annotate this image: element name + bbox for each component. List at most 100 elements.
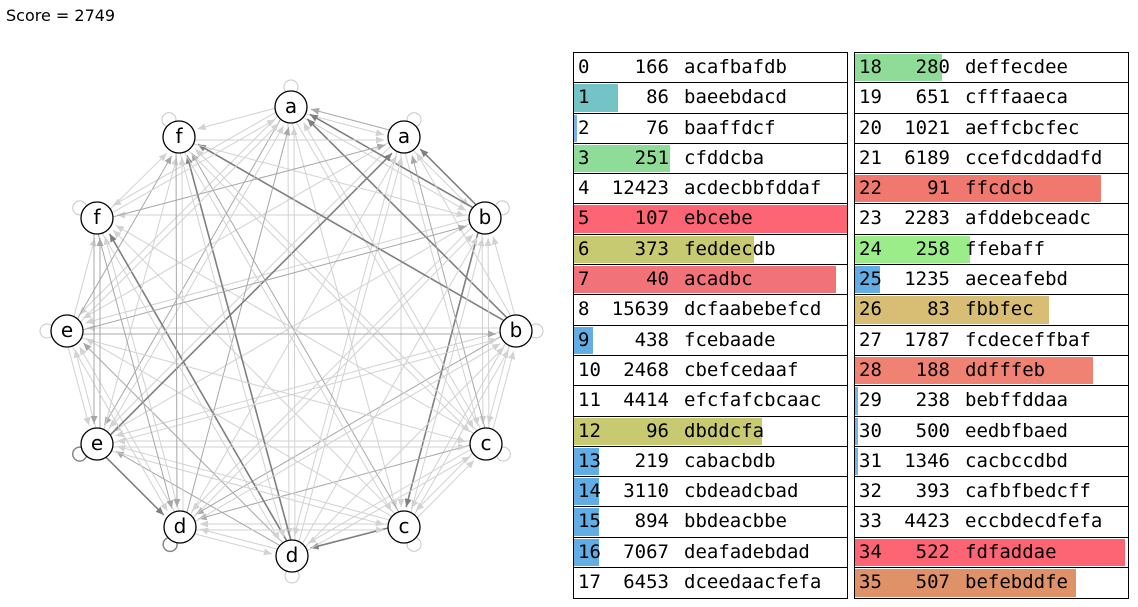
- node-label: a: [285, 94, 297, 118]
- row-string: efcfafcbcaac: [684, 389, 822, 412]
- row-string: deafadebdad: [684, 540, 810, 563]
- edge-arrowhead: [85, 317, 95, 325]
- edge-arrowhead: [164, 155, 172, 165]
- table-row: 15 894 bbdeacbbe: [574, 507, 847, 538]
- row-value: 6453: [623, 571, 669, 594]
- row-string: cfddcba: [684, 146, 765, 169]
- row-value: 107: [634, 207, 669, 230]
- fill-bar: [855, 266, 880, 294]
- graph-edge: [195, 343, 501, 522]
- row-string: dcfaabebefcd: [684, 298, 822, 321]
- row-index: 2: [578, 116, 590, 139]
- node-circle: [163, 510, 197, 544]
- row-value: 251: [634, 146, 669, 169]
- edge-arrowhead: [376, 143, 386, 151]
- graph-edge: [306, 118, 508, 319]
- row-index: 27: [859, 328, 882, 351]
- table-row: 5 107 ebcebe: [574, 204, 847, 235]
- row-index: 10: [578, 358, 601, 381]
- node-label: b: [479, 205, 492, 229]
- row-index: 12: [578, 419, 601, 442]
- score-label: Score = 2749: [6, 6, 116, 25]
- node-label: e: [91, 431, 103, 455]
- table-row: 2 76 baaffdcf: [574, 114, 847, 144]
- graph-diagram: a a b b c c d d e e f f: [39, 79, 544, 584]
- row-string: ddfffeb: [965, 358, 1046, 381]
- graph-node: d: [275, 539, 309, 573]
- row-value: 894: [634, 510, 669, 533]
- row-value: 40: [646, 268, 669, 291]
- node-circle: [468, 201, 502, 235]
- graph-edge: [85, 218, 469, 324]
- table-row: 0 166 acafbafdb: [574, 53, 847, 84]
- graph-edge: [416, 152, 512, 316]
- edge-arrowhead: [266, 119, 276, 127]
- graph-edge: [193, 233, 474, 519]
- row-value: 651: [915, 86, 950, 109]
- table-row: 6 373 feddecdb: [574, 235, 847, 266]
- fill-bar: [855, 356, 1093, 385]
- row-index: 8: [578, 298, 590, 321]
- table-row: 14 3110 cbdeadcbad: [574, 477, 847, 508]
- row-string: afddebceadc: [965, 207, 1091, 230]
- graph-node: c: [469, 427, 503, 461]
- node-label: d: [174, 514, 187, 538]
- node-circle: [469, 427, 503, 461]
- row-string: acdecbbfddaf: [684, 177, 822, 200]
- edge-arrowhead: [311, 107, 320, 115]
- graph-edge: [293, 151, 398, 537]
- graph-edge: [194, 148, 478, 431]
- graph-edge: [190, 155, 398, 515]
- edge-arrowhead: [303, 122, 311, 132]
- graph-edge: [80, 122, 280, 323]
- edge-arrowhead: [276, 125, 284, 135]
- graph-self-loops: [39, 79, 544, 584]
- table-row: 35 507 befebddfe: [855, 568, 1128, 598]
- row-value: 7067: [623, 540, 669, 563]
- graph-edge: [103, 119, 281, 426]
- row-index: 5: [578, 207, 590, 230]
- row-index: 13: [578, 449, 601, 472]
- row-index: 9: [578, 328, 590, 351]
- row-string: dceedaacfefa: [684, 571, 822, 594]
- table-row: 34 522 fdfaddae: [855, 538, 1128, 569]
- row-index: 15: [578, 510, 601, 533]
- graph-edge: [414, 349, 510, 515]
- table-row: 12 96 dbddcfa: [574, 417, 847, 447]
- graph-edge: [417, 459, 475, 519]
- row-string: cafbfbedcff: [965, 480, 1091, 503]
- edge-arrowhead: [173, 498, 181, 508]
- table-row: 28 188 ddfffeb: [855, 356, 1128, 387]
- row-string: cacbccdbd: [965, 449, 1068, 472]
- graph-edge: [79, 346, 176, 512]
- edge-arrowhead: [383, 153, 392, 162]
- row-index: 24: [859, 237, 882, 260]
- row-value: 1021: [904, 116, 950, 139]
- table-row: 13 219 cabacbdb: [574, 447, 847, 478]
- graph-edge: [82, 141, 389, 319]
- graph-edge: [73, 237, 96, 317]
- edge-arrowhead: [491, 236, 499, 246]
- fill-bar: [574, 447, 599, 476]
- graph-edge: [83, 225, 467, 331]
- edge-arrowhead: [495, 347, 505, 356]
- edge-arrowhead: [155, 506, 164, 515]
- row-value: 86: [646, 86, 669, 109]
- edge-arrowhead: [457, 203, 467, 211]
- edge-arrowhead: [160, 502, 168, 512]
- graph-node: b: [468, 201, 502, 235]
- row-value: 393: [915, 480, 950, 503]
- edge-arrowhead: [109, 233, 117, 243]
- row-index: 29: [859, 389, 882, 412]
- row-value: 1235: [904, 268, 950, 291]
- table-row: 17 6453 dceedaacfefa: [574, 568, 847, 598]
- row-index: 23: [859, 207, 882, 230]
- graph-edge: [415, 452, 473, 512]
- graph-node: b: [499, 314, 533, 348]
- edge-arrowhead: [272, 531, 280, 541]
- row-string: acafbafdb: [684, 56, 787, 78]
- row-value: 438: [634, 328, 669, 351]
- row-string: fcdeceffbaf: [965, 328, 1091, 351]
- graph-edge: [487, 345, 510, 425]
- graph-edge: [412, 150, 470, 207]
